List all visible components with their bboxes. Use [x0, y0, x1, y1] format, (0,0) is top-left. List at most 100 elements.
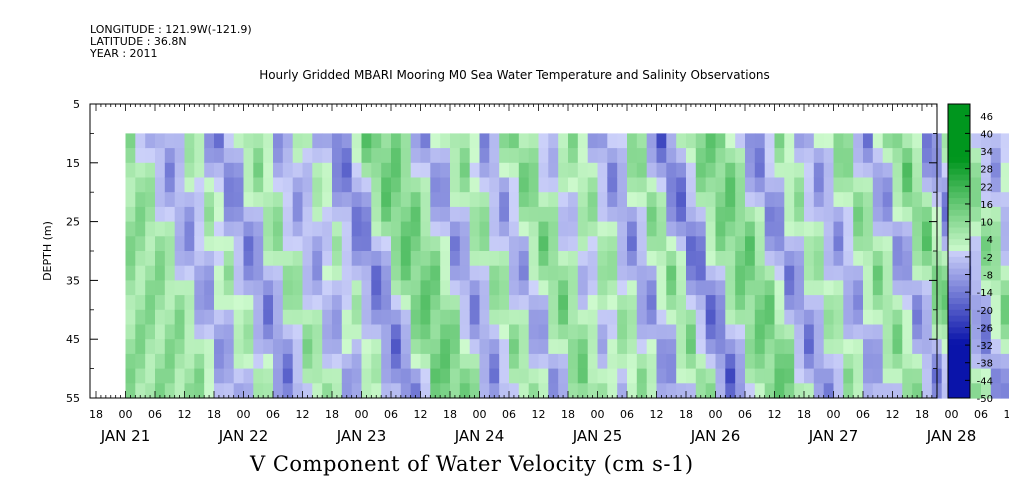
heatmap-cell [577, 177, 589, 193]
heatmap-cell [607, 133, 618, 149]
heatmap-cell [784, 236, 795, 252]
heatmap-cell [912, 339, 923, 355]
heatmap-cell [676, 251, 687, 267]
heatmap-cell [155, 133, 166, 149]
heatmap-cell [754, 133, 766, 149]
heatmap-cell [735, 280, 746, 296]
heatmap-cell [509, 295, 520, 311]
heatmap-cell [568, 162, 579, 179]
heatmap-cell [715, 206, 726, 223]
heatmap-cell [745, 162, 756, 179]
heatmap-cell [646, 280, 658, 296]
heatmap-cell [686, 265, 697, 281]
heatmap-cell [184, 221, 195, 237]
heatmap-cell [587, 236, 599, 252]
heatmap-cell [174, 251, 186, 267]
heatmap-cell [528, 206, 540, 223]
heatmap-cell [804, 368, 815, 384]
colorbar-bin [948, 186, 970, 193]
heatmap-cell [863, 295, 874, 311]
heatmap-cell [479, 383, 490, 399]
heatmap-cell [155, 251, 166, 267]
heatmap-cell [400, 280, 412, 296]
heatmap-cell [941, 295, 953, 311]
heatmap-cell [823, 339, 835, 355]
heatmap-cell [912, 368, 923, 384]
heatmap-cell [459, 221, 471, 237]
heatmap-cell [686, 324, 697, 340]
heatmap-cell [568, 192, 579, 208]
heatmap-cell [715, 148, 726, 164]
heatmap-cell [322, 221, 333, 237]
heatmap-cell [184, 383, 195, 399]
colorbar-label: 16 [980, 200, 993, 211]
heatmap-cell [322, 192, 333, 208]
heatmap-cell [646, 177, 658, 193]
heatmap-cell [872, 309, 884, 326]
heatmap-cell [577, 383, 589, 399]
heatmap-cell [233, 339, 245, 355]
heatmap-cell [194, 324, 205, 340]
colorbar-bin [948, 192, 970, 199]
heatmap-cell [981, 265, 992, 281]
heatmap-cell [292, 324, 304, 340]
heatmap-cell [528, 383, 540, 399]
heatmap-cell [243, 339, 254, 355]
heatmap-cell [902, 206, 913, 223]
heatmap-cell [725, 162, 736, 179]
heatmap-cell [381, 265, 392, 281]
heatmap-cell [518, 339, 530, 355]
heatmap-cell [410, 339, 422, 355]
heatmap-cell [292, 339, 304, 355]
colorbar-bin [948, 345, 970, 352]
heatmap-cell [125, 324, 136, 340]
colorbar-bin [948, 127, 970, 134]
heatmap-cell [509, 353, 520, 370]
heatmap-cell [971, 295, 982, 311]
heatmap-cell [981, 177, 992, 193]
heatmap-cell [509, 368, 520, 384]
heatmap-cell [263, 368, 274, 384]
heatmap-cell [214, 133, 225, 149]
heatmap-cell [666, 162, 677, 179]
heatmap-cell [351, 280, 363, 296]
heatmap-cell [273, 148, 284, 164]
heatmap-cell [902, 383, 913, 399]
heatmap-cell [184, 353, 195, 370]
heatmap-cell [617, 192, 628, 208]
heatmap-cell [282, 192, 294, 208]
heatmap-cell [194, 280, 205, 296]
heatmap-cell [479, 177, 490, 193]
heatmap-cell [204, 162, 215, 179]
heatmap-cell [1000, 309, 1009, 326]
heatmap-cell [695, 236, 707, 252]
heatmap-cell [459, 265, 471, 281]
heatmap-cell [528, 353, 540, 370]
heatmap-cell [548, 353, 559, 370]
heatmap-cell [204, 265, 215, 281]
heatmap-cell [184, 265, 195, 281]
heatmap-cell [577, 221, 589, 237]
heatmap-cell [194, 383, 205, 399]
heatmap-cell [361, 236, 372, 252]
heatmap-cell [892, 206, 903, 223]
heatmap-cell [833, 353, 844, 370]
colorbar-bin [948, 109, 970, 117]
heatmap-cell [636, 368, 648, 384]
heatmap-cell [184, 162, 195, 179]
heatmap-cell [971, 177, 982, 193]
heatmap-cell [263, 295, 274, 311]
heatmap-cell [636, 133, 648, 149]
heatmap-cell [676, 192, 687, 208]
heatmap-cell [558, 192, 569, 208]
heatmap-cell [607, 383, 618, 399]
heatmap-cell [312, 251, 323, 267]
heatmap-cell [194, 133, 205, 149]
heatmap-cell [627, 177, 638, 193]
heatmap-cell [223, 236, 235, 252]
heatmap-cell [705, 206, 717, 223]
heatmap-cell [745, 280, 756, 296]
heatmap-cell [617, 383, 628, 399]
heatmap-cell [332, 177, 343, 193]
heatmap-cell [469, 133, 481, 149]
